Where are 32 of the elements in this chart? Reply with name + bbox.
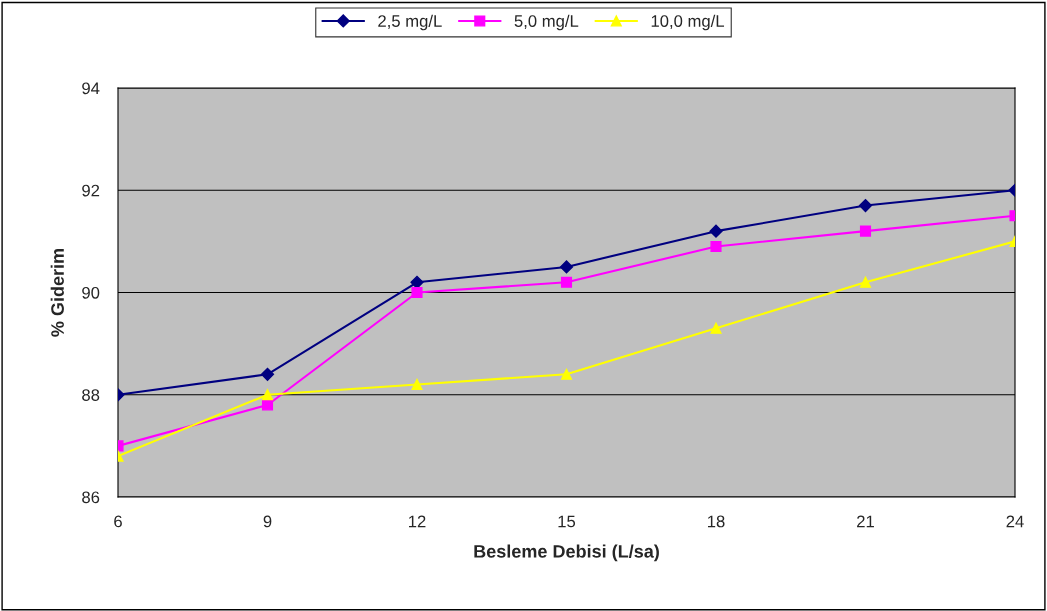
point [410,275,424,289]
y-tick-label: 90 [82,286,100,299]
x-tick-label: 9 [263,515,272,528]
y-axis-title: % Giderim [50,248,64,337]
point [261,399,274,411]
legend-label: 10,0 mg/L [651,14,725,31]
point [710,322,722,334]
point [560,368,573,380]
x-tick-label: 18 [708,515,725,528]
point [560,276,573,288]
point [859,225,872,237]
point [709,224,723,238]
point [710,240,722,253]
y-tick-label: 92 [82,184,100,197]
x-tick-label: 24 [1006,515,1024,528]
point [411,378,423,391]
x-axis-title: Besleme Debisi (L/sa) [474,544,659,562]
y-tick-label: 88 [82,389,100,401]
legend-label: 2,5 mg/L [378,14,442,31]
point [859,276,872,288]
y-tick-label: 94 [82,82,100,95]
point [858,198,873,213]
x-tick-label: 6 [114,515,122,528]
x-tick-label: 12 [409,515,426,528]
point [411,286,423,299]
y-tick-label: 86 [82,491,100,504]
point [261,389,274,401]
legend-label: 5,0 mg/L [514,14,579,31]
x-tick-label: 21 [857,515,874,528]
x-tick-label: 15 [558,515,576,528]
point [559,260,574,274]
point [260,367,275,381]
